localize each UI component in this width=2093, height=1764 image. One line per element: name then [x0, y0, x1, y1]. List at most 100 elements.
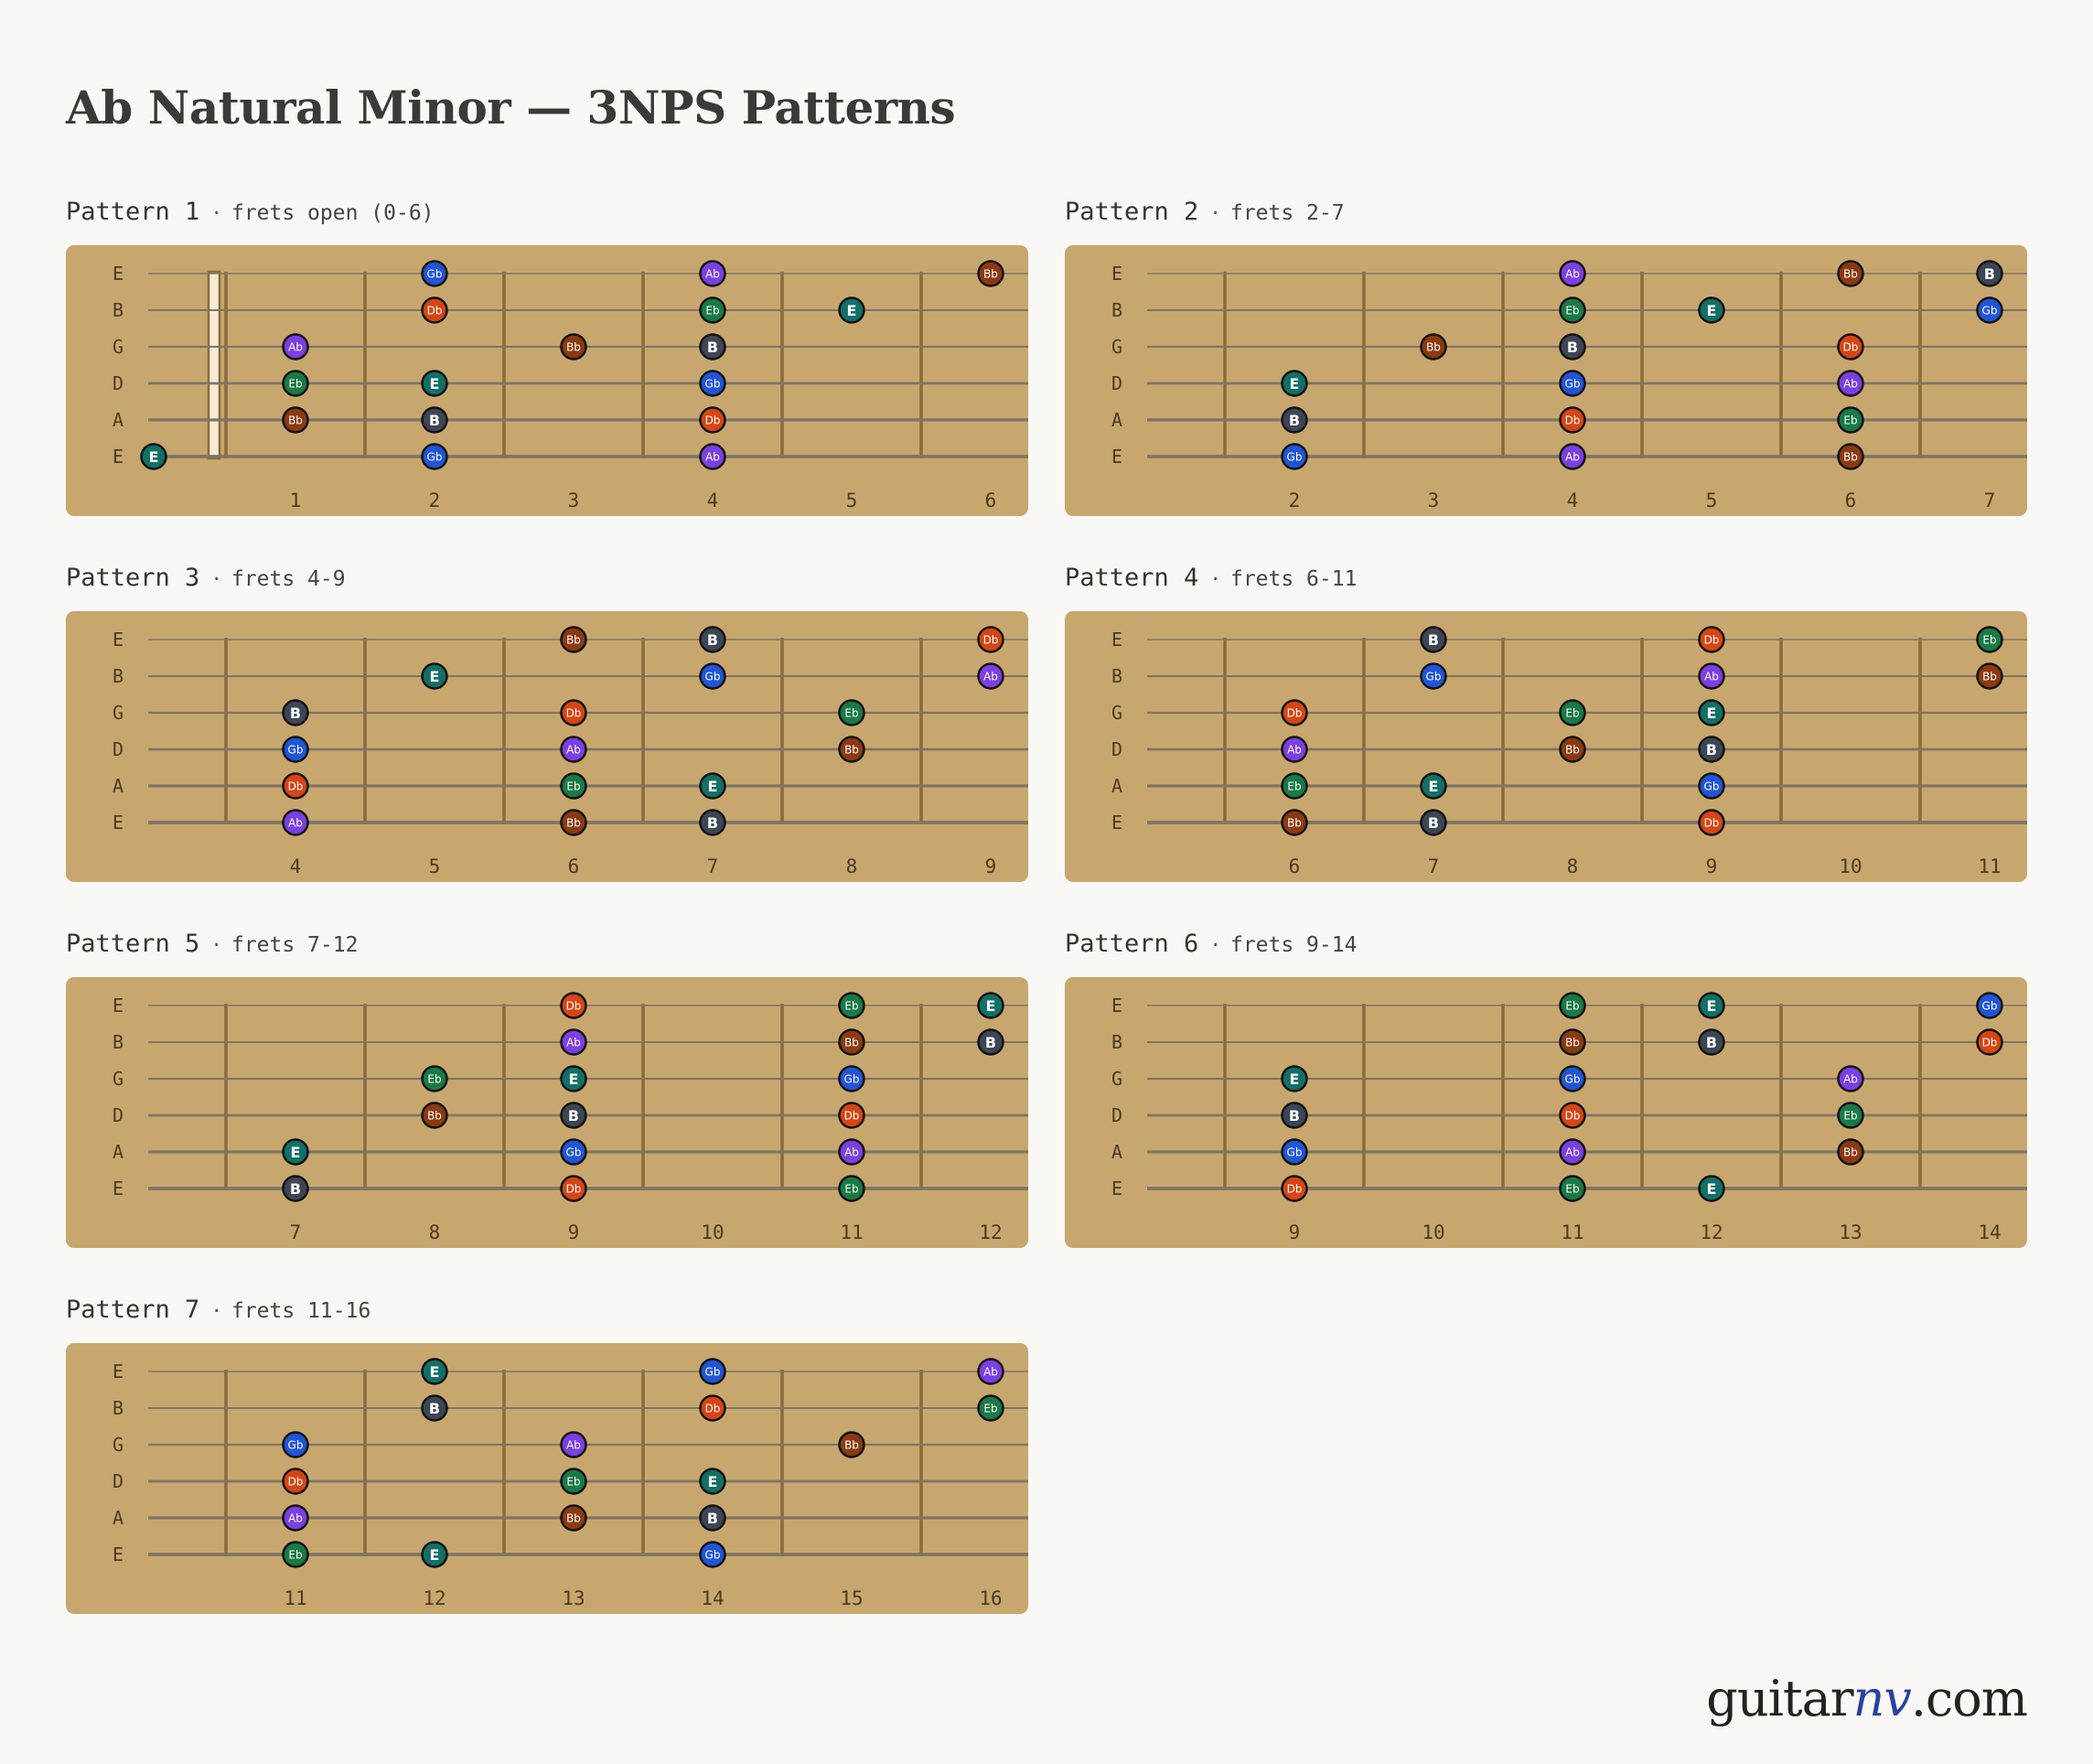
- note-marker: Ab: [699, 443, 726, 470]
- note-dot: [977, 1028, 1004, 1056]
- string-label: D: [113, 738, 123, 760]
- string-label: E: [1111, 263, 1122, 285]
- note-dot: [282, 1175, 309, 1202]
- note-dot: [1420, 809, 1447, 836]
- note-label: Eb: [705, 305, 719, 317]
- string-label: G: [1111, 336, 1122, 358]
- note-label: Bb: [566, 1512, 581, 1525]
- note-label: Bb: [288, 414, 303, 427]
- note-marker: Bb: [1837, 1138, 1864, 1166]
- note-marker: Db: [977, 626, 1004, 653]
- note-dot: [1698, 1175, 1725, 1202]
- note-label: B: [707, 1510, 718, 1527]
- note-dot: [1698, 1028, 1725, 1056]
- note-marker: Eb: [838, 699, 865, 726]
- note-label: Ab: [566, 1439, 581, 1452]
- note-dot: [282, 1504, 309, 1532]
- note-dot: [838, 736, 865, 763]
- fret-number: 7: [707, 855, 719, 877]
- pattern-name: Pattern 6: [1065, 930, 1199, 958]
- fret-number: 10: [701, 1221, 724, 1243]
- note-dot: [1976, 662, 2003, 690]
- note-marker: Gb: [421, 260, 448, 287]
- note-label: Bb: [844, 1037, 859, 1049]
- note-marker: Ab: [282, 333, 309, 360]
- note-marker: Db: [421, 296, 448, 324]
- note-dot: [838, 992, 865, 1019]
- note-label: Bb: [1565, 1037, 1580, 1049]
- fret-number: 7: [290, 1221, 302, 1243]
- note-label: Ab: [1565, 1146, 1580, 1159]
- note-label: Eb: [288, 378, 302, 391]
- note-dot: [560, 1504, 587, 1532]
- note-dot: [1281, 443, 1308, 470]
- note-dot: [1837, 1102, 1864, 1129]
- note-dot: [282, 1431, 309, 1458]
- note-dot: [421, 1102, 448, 1129]
- note-marker: B: [421, 406, 448, 434]
- fret-number: 9: [1706, 855, 1718, 877]
- note-dot: [977, 260, 1004, 287]
- fret-number: 12: [423, 1587, 445, 1609]
- note-marker: E: [838, 296, 865, 324]
- note-label: Eb: [983, 1403, 997, 1415]
- string-label: A: [113, 1507, 123, 1529]
- fret-number: 15: [840, 1587, 863, 1609]
- fret-number: 5: [429, 855, 441, 877]
- note-label: Eb: [1565, 1183, 1579, 1196]
- note-label: E: [430, 1363, 440, 1381]
- string-label: E: [113, 1544, 123, 1565]
- note-dot: [1281, 1138, 1308, 1166]
- note-label: Db: [1704, 634, 1720, 647]
- note-dot: [560, 1431, 587, 1458]
- note-label: E: [430, 668, 440, 685]
- fret-number: 5: [1706, 489, 1718, 511]
- note-label: Bb: [566, 341, 581, 354]
- note-marker: Bb: [838, 1431, 865, 1458]
- note-marker: E: [1281, 370, 1308, 397]
- note-marker: Gb: [699, 1541, 726, 1568]
- fret-number: 9: [1289, 1221, 1301, 1243]
- note-marker: E: [1420, 772, 1447, 800]
- note-dot: [421, 1394, 448, 1422]
- note-marker: Bb: [560, 1504, 587, 1532]
- note-dot: [560, 809, 587, 836]
- note-marker: B: [977, 1028, 1004, 1056]
- pattern-fret-range: frets 6-11: [1229, 567, 1358, 591]
- note-label: Eb: [1843, 414, 1857, 427]
- note-dot: [699, 772, 726, 800]
- note-dot: [1281, 1065, 1308, 1092]
- note-label: Db: [1843, 341, 1859, 354]
- note-marker: B: [699, 333, 726, 360]
- note-label: Gb: [705, 671, 721, 683]
- note-marker: Bb: [1837, 443, 1864, 470]
- note-dot: [1837, 1138, 1864, 1166]
- note-dot: [1559, 992, 1586, 1019]
- note-label: Bb: [1843, 1146, 1858, 1159]
- note-dot: [699, 1541, 726, 1568]
- note-label: B: [1289, 1107, 1300, 1124]
- string-label: G: [1111, 1068, 1122, 1090]
- note-dot: [1559, 333, 1586, 360]
- note-dot: [838, 1065, 865, 1092]
- string-label: B: [113, 1397, 123, 1419]
- note-marker: Gb: [1559, 370, 1586, 397]
- note-label: Db: [288, 780, 304, 793]
- note-dot: [1698, 992, 1725, 1019]
- note-label: B: [707, 814, 718, 832]
- note-dot: [699, 809, 726, 836]
- note-label: B: [1428, 631, 1439, 649]
- fret-number: 7: [1428, 855, 1440, 877]
- pattern-heading: Pattern 4 · frets 6-11: [1065, 564, 1357, 597]
- note-marker: Ab: [1698, 662, 1725, 690]
- note-label: E: [149, 448, 159, 466]
- note-dot: [1420, 662, 1447, 690]
- pattern-separator: ·: [210, 934, 222, 956]
- string-label: E: [1111, 812, 1122, 834]
- string-label: E: [113, 1178, 123, 1199]
- fret-number: 4: [290, 855, 302, 877]
- note-marker: Ab: [282, 809, 309, 836]
- note-dot: [977, 1394, 1004, 1422]
- note-dot: [1837, 1065, 1864, 1092]
- note-dot: [1837, 443, 1864, 470]
